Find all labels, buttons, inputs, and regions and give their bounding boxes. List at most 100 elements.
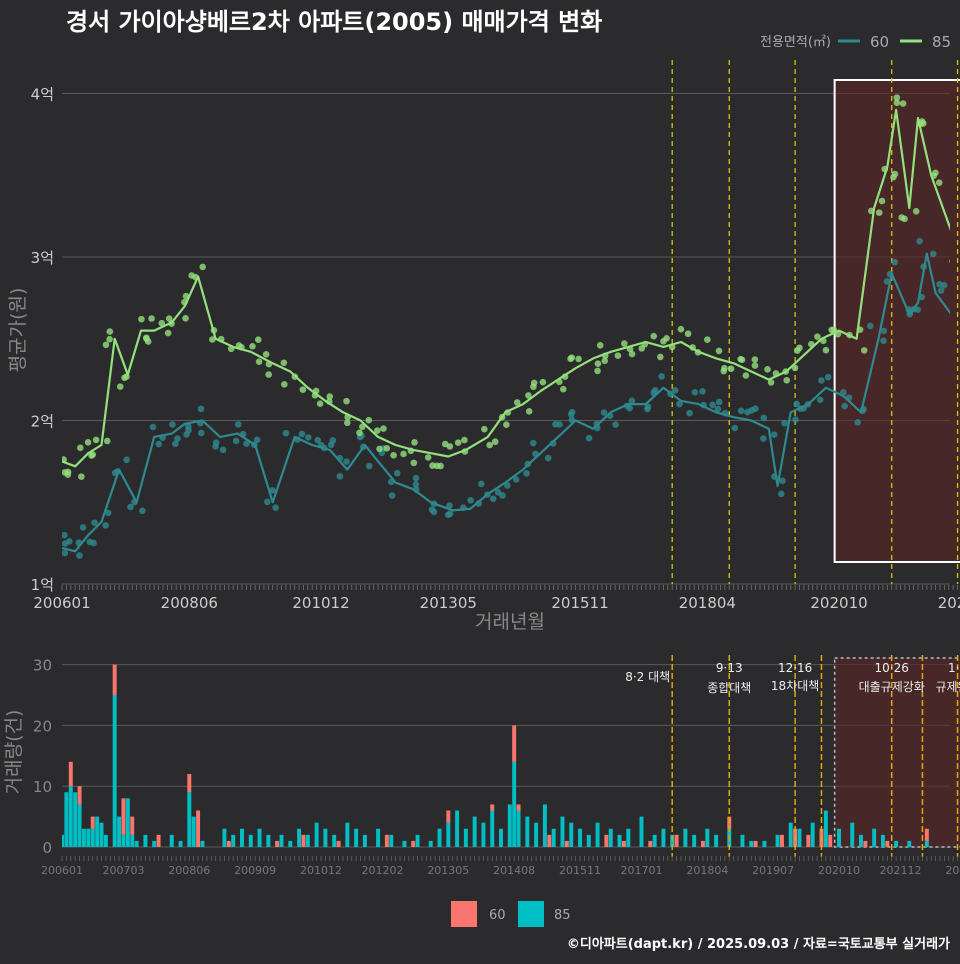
price-point-85: [106, 336, 113, 343]
volume-x-tick-label: 202303: [945, 864, 960, 877]
price-point-85: [117, 383, 124, 390]
price-point-60: [213, 439, 220, 446]
price-point-60: [264, 498, 271, 505]
volume-bar-85: [104, 835, 108, 847]
volume-x-tick-label: 201511: [559, 864, 601, 877]
volume-bar-60: [91, 817, 95, 829]
price-point-85: [77, 445, 84, 452]
price-point-85: [78, 473, 85, 480]
volume-bar-60: [301, 835, 305, 847]
volume-x-tick-label: 201305: [427, 864, 469, 877]
volume-x-tick-label: 202010: [818, 864, 860, 877]
price-point-85: [894, 94, 901, 101]
bottom-legend-swatch-85: [518, 901, 544, 927]
volume-bar-60: [337, 841, 341, 847]
price-point-85: [455, 439, 462, 446]
volume-bar-85: [499, 829, 503, 847]
price-line-60: [62, 254, 960, 552]
price-point-85: [657, 354, 664, 361]
volume-bar-60: [547, 835, 551, 847]
price-point-60: [530, 440, 537, 447]
volume-bar-85: [280, 835, 284, 847]
price-point-60: [936, 281, 943, 288]
price-x-tick-label: 201511: [551, 594, 608, 612]
price-point-85: [255, 336, 262, 343]
price-point-60: [761, 415, 768, 422]
volume-annotation-text: 대출규제강화: [859, 680, 925, 694]
price-point-85: [503, 421, 510, 428]
price-point-60: [490, 495, 497, 502]
price-x-tick-label: 202010: [810, 594, 867, 612]
price-point-60: [778, 490, 785, 497]
volume-x-tick-label: 201804: [686, 864, 728, 877]
volume-bar-85: [640, 817, 644, 847]
volume-x-tick-label: 200806: [168, 864, 210, 877]
volume-bar-85: [402, 841, 406, 847]
volume-bar-85: [446, 823, 450, 847]
volume-bar-85: [552, 829, 556, 847]
price-x-tick-label: 201804: [679, 594, 736, 612]
top-legend-label-85: 85: [932, 33, 951, 51]
volume-bar-85: [618, 835, 622, 847]
price-point-60: [198, 406, 205, 413]
price-point-85: [936, 179, 943, 186]
price-point-85: [879, 198, 886, 205]
price-point-60: [658, 373, 665, 380]
price-point-85: [595, 360, 602, 367]
volume-bar-85: [525, 817, 529, 847]
volume-bar-85: [143, 835, 147, 847]
volume-bar-85: [824, 811, 828, 847]
price-point-85: [540, 379, 547, 386]
volume-bar-85: [925, 841, 929, 847]
volume-bar-85: [345, 823, 349, 847]
volume-bar-85: [907, 841, 911, 847]
price-series: [55, 94, 960, 559]
price-point-85: [281, 360, 288, 367]
price-point-85: [861, 347, 868, 354]
volume-y-tick-label: 0: [42, 839, 52, 857]
price-point-60: [545, 455, 552, 462]
price-point-85: [685, 330, 692, 337]
price-point-85: [390, 452, 397, 459]
volume-bar-85: [872, 829, 876, 847]
volume-bar-85: [894, 841, 898, 847]
price-point-85: [103, 341, 110, 348]
volume-bar-85: [135, 841, 139, 847]
price-point-85: [814, 333, 821, 340]
price-point-85: [704, 336, 711, 343]
price-point-85: [721, 365, 728, 372]
volume-bar-85: [126, 798, 130, 847]
volume-bar-85: [762, 841, 766, 847]
price-point-60: [672, 387, 679, 394]
volume-bar-60: [130, 817, 134, 835]
volume-bar-85: [86, 829, 90, 847]
volume-bar-60: [604, 835, 608, 847]
volume-bar-85: [170, 835, 174, 847]
price-point-60: [233, 438, 240, 445]
footer-credit: ©디아파트(dapt.kr) / 2025.09.03 / 자료=국토교통부 실…: [567, 936, 950, 952]
volume-bar-85: [354, 829, 358, 847]
price-point-60: [169, 421, 176, 428]
price-point-60: [150, 424, 157, 431]
price-point-60: [123, 457, 130, 464]
price-x-tick-label: 200601: [33, 594, 90, 612]
volume-bar-85: [692, 835, 696, 847]
price-point-60: [523, 470, 530, 477]
volume-annotation-date: 9·13: [716, 661, 743, 675]
volume-y-tick-label: 30: [33, 657, 52, 675]
price-point-85: [344, 420, 351, 427]
price-point-60: [781, 420, 788, 427]
volume-bar-85: [389, 835, 393, 847]
volume-bar-60: [512, 725, 516, 761]
price-point-85: [429, 462, 436, 469]
price-point-85: [575, 356, 582, 363]
volume-bar-85: [464, 829, 468, 847]
price-point-60: [61, 550, 68, 557]
price-point-85: [411, 439, 418, 446]
price-point-85: [876, 209, 883, 216]
volume-bar-85: [569, 823, 573, 847]
volume-y-axis-label: 거래량(건): [3, 710, 25, 795]
volume-bar-85: [130, 835, 134, 847]
volume-bar-60: [863, 841, 867, 847]
